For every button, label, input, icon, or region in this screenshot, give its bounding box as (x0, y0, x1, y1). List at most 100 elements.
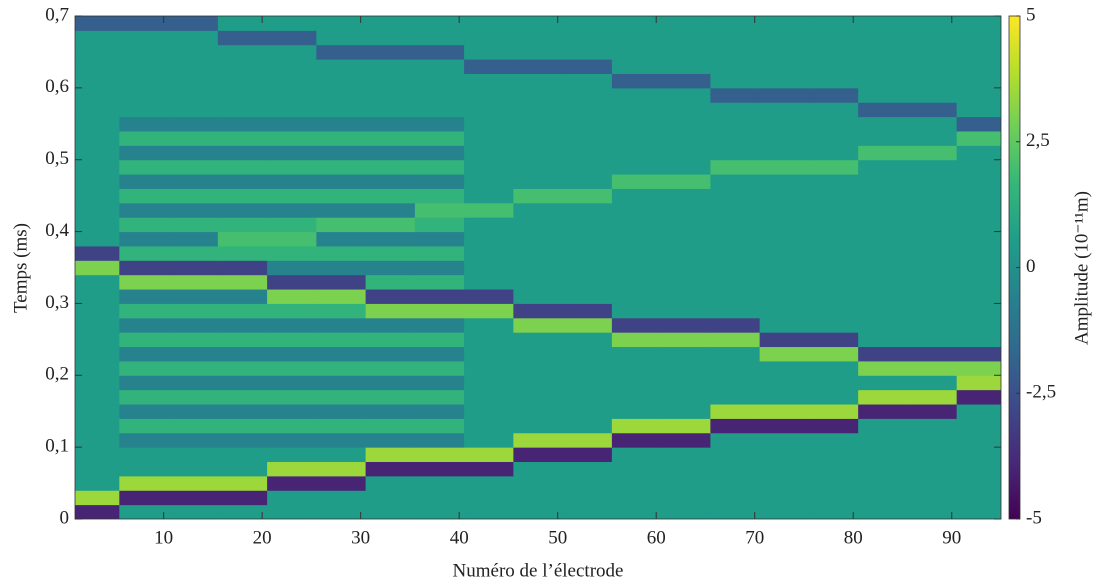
heatmap-cell (808, 274, 859, 290)
heatmap-cell (217, 130, 268, 146)
heatmap-cell (316, 447, 367, 463)
heatmap-cell (562, 59, 613, 74)
heatmap-cell (267, 490, 317, 506)
heatmap-cell (267, 145, 317, 161)
heatmap-cell (168, 116, 219, 132)
heatmap-cell (513, 404, 564, 419)
heatmap-cell (267, 475, 317, 491)
heatmap-cell (75, 174, 120, 189)
heatmap-cell (956, 289, 1001, 304)
heatmap-cell (956, 389, 1001, 405)
heatmap-cell (611, 231, 662, 247)
heatmap-cell (267, 16, 317, 31)
heatmap-cell (464, 116, 514, 132)
heatmap-cell (808, 159, 859, 175)
heatmap-cell (858, 102, 908, 118)
heatmap-cell (562, 289, 613, 304)
heatmap-cell (464, 44, 514, 60)
heatmap-cell (808, 202, 859, 218)
heatmap-cell (119, 303, 170, 319)
heatmap-cell (858, 59, 908, 74)
heatmap-cell (513, 116, 564, 132)
heatmap-cell (168, 461, 219, 477)
heatmap-cell (119, 375, 170, 391)
heatmap-cell (464, 274, 514, 290)
heatmap-cell (808, 260, 859, 276)
heatmap-cell (661, 389, 711, 405)
heatmap-cell (808, 418, 859, 434)
heatmap-cell (267, 231, 317, 247)
heatmap-cell (75, 188, 120, 204)
heatmap-cell (513, 461, 564, 477)
heatmap-cell (75, 202, 120, 218)
heatmap-cell (414, 490, 465, 506)
heatmap-cell (168, 217, 219, 233)
heatmap-cell (119, 159, 170, 175)
heatmap-cell (168, 303, 219, 319)
heatmap-cell (414, 274, 465, 290)
heatmap-cell (562, 73, 613, 89)
heatmap-cell (464, 231, 514, 247)
heatmap-cell (168, 245, 219, 261)
heatmap-cell (759, 389, 810, 405)
heatmap-cell (858, 260, 908, 276)
heatmap-cell (464, 217, 514, 233)
heatmap-cell (365, 432, 416, 448)
heatmap-cell (956, 303, 1001, 319)
heatmap-cell (513, 432, 564, 448)
heatmap-cell (267, 87, 317, 103)
heatmap-cell (414, 44, 465, 60)
heatmap-cell (464, 447, 514, 463)
heatmap-cell (759, 231, 810, 247)
heatmap-cell (710, 504, 761, 519)
heatmap-cell (562, 231, 613, 247)
heatmap-cell (956, 159, 1001, 175)
heatmap-cell (119, 30, 170, 46)
heatmap-cell (562, 475, 613, 491)
heatmap-cell (365, 504, 416, 519)
heatmap-cell (907, 274, 958, 290)
heatmap-cell (562, 260, 613, 276)
heatmap-cell (710, 231, 761, 247)
heatmap-cell (267, 30, 317, 46)
heatmap-cell (611, 404, 662, 419)
heatmap-cell (414, 332, 465, 348)
heatmap-cell (217, 274, 268, 290)
heatmap-cell (808, 116, 859, 132)
heatmap-cell (316, 217, 367, 233)
heatmap-cell (464, 102, 514, 118)
heatmap-cell (168, 375, 219, 391)
heatmap-cell (808, 504, 859, 519)
heatmap-cell (907, 260, 958, 276)
heatmap-cell (316, 159, 367, 175)
heatmap-cell (661, 16, 711, 31)
heatmap-cell (267, 461, 317, 477)
heatmap-cell (414, 303, 465, 319)
heatmap-cell (217, 16, 268, 31)
heatmap-cell (119, 245, 170, 261)
heatmap-cell (217, 188, 268, 204)
heatmap-cell (119, 360, 170, 376)
heatmap-cell (759, 303, 810, 319)
heatmap-cell (661, 44, 711, 60)
heatmap-cell (907, 490, 958, 506)
heatmap-cell (513, 102, 564, 118)
heatmap-cell (661, 418, 711, 434)
heatmap-cell (316, 87, 367, 103)
heatmap-cell (611, 87, 662, 103)
heatmap-cell (75, 504, 120, 519)
heatmap-cell (217, 418, 268, 434)
heatmap-cell (562, 87, 613, 103)
x-tick-label: 90 (942, 527, 961, 548)
heatmap-cell (956, 432, 1001, 448)
heatmap-cell (414, 475, 465, 491)
heatmap-cell (710, 375, 761, 391)
heatmap-cell (611, 360, 662, 376)
heatmap-cell (365, 404, 416, 419)
heatmap-cell (661, 116, 711, 132)
heatmap-cell (858, 375, 908, 391)
x-tick-label: 40 (450, 527, 469, 548)
heatmap-cell (267, 332, 317, 348)
heatmap-cell (168, 260, 219, 276)
